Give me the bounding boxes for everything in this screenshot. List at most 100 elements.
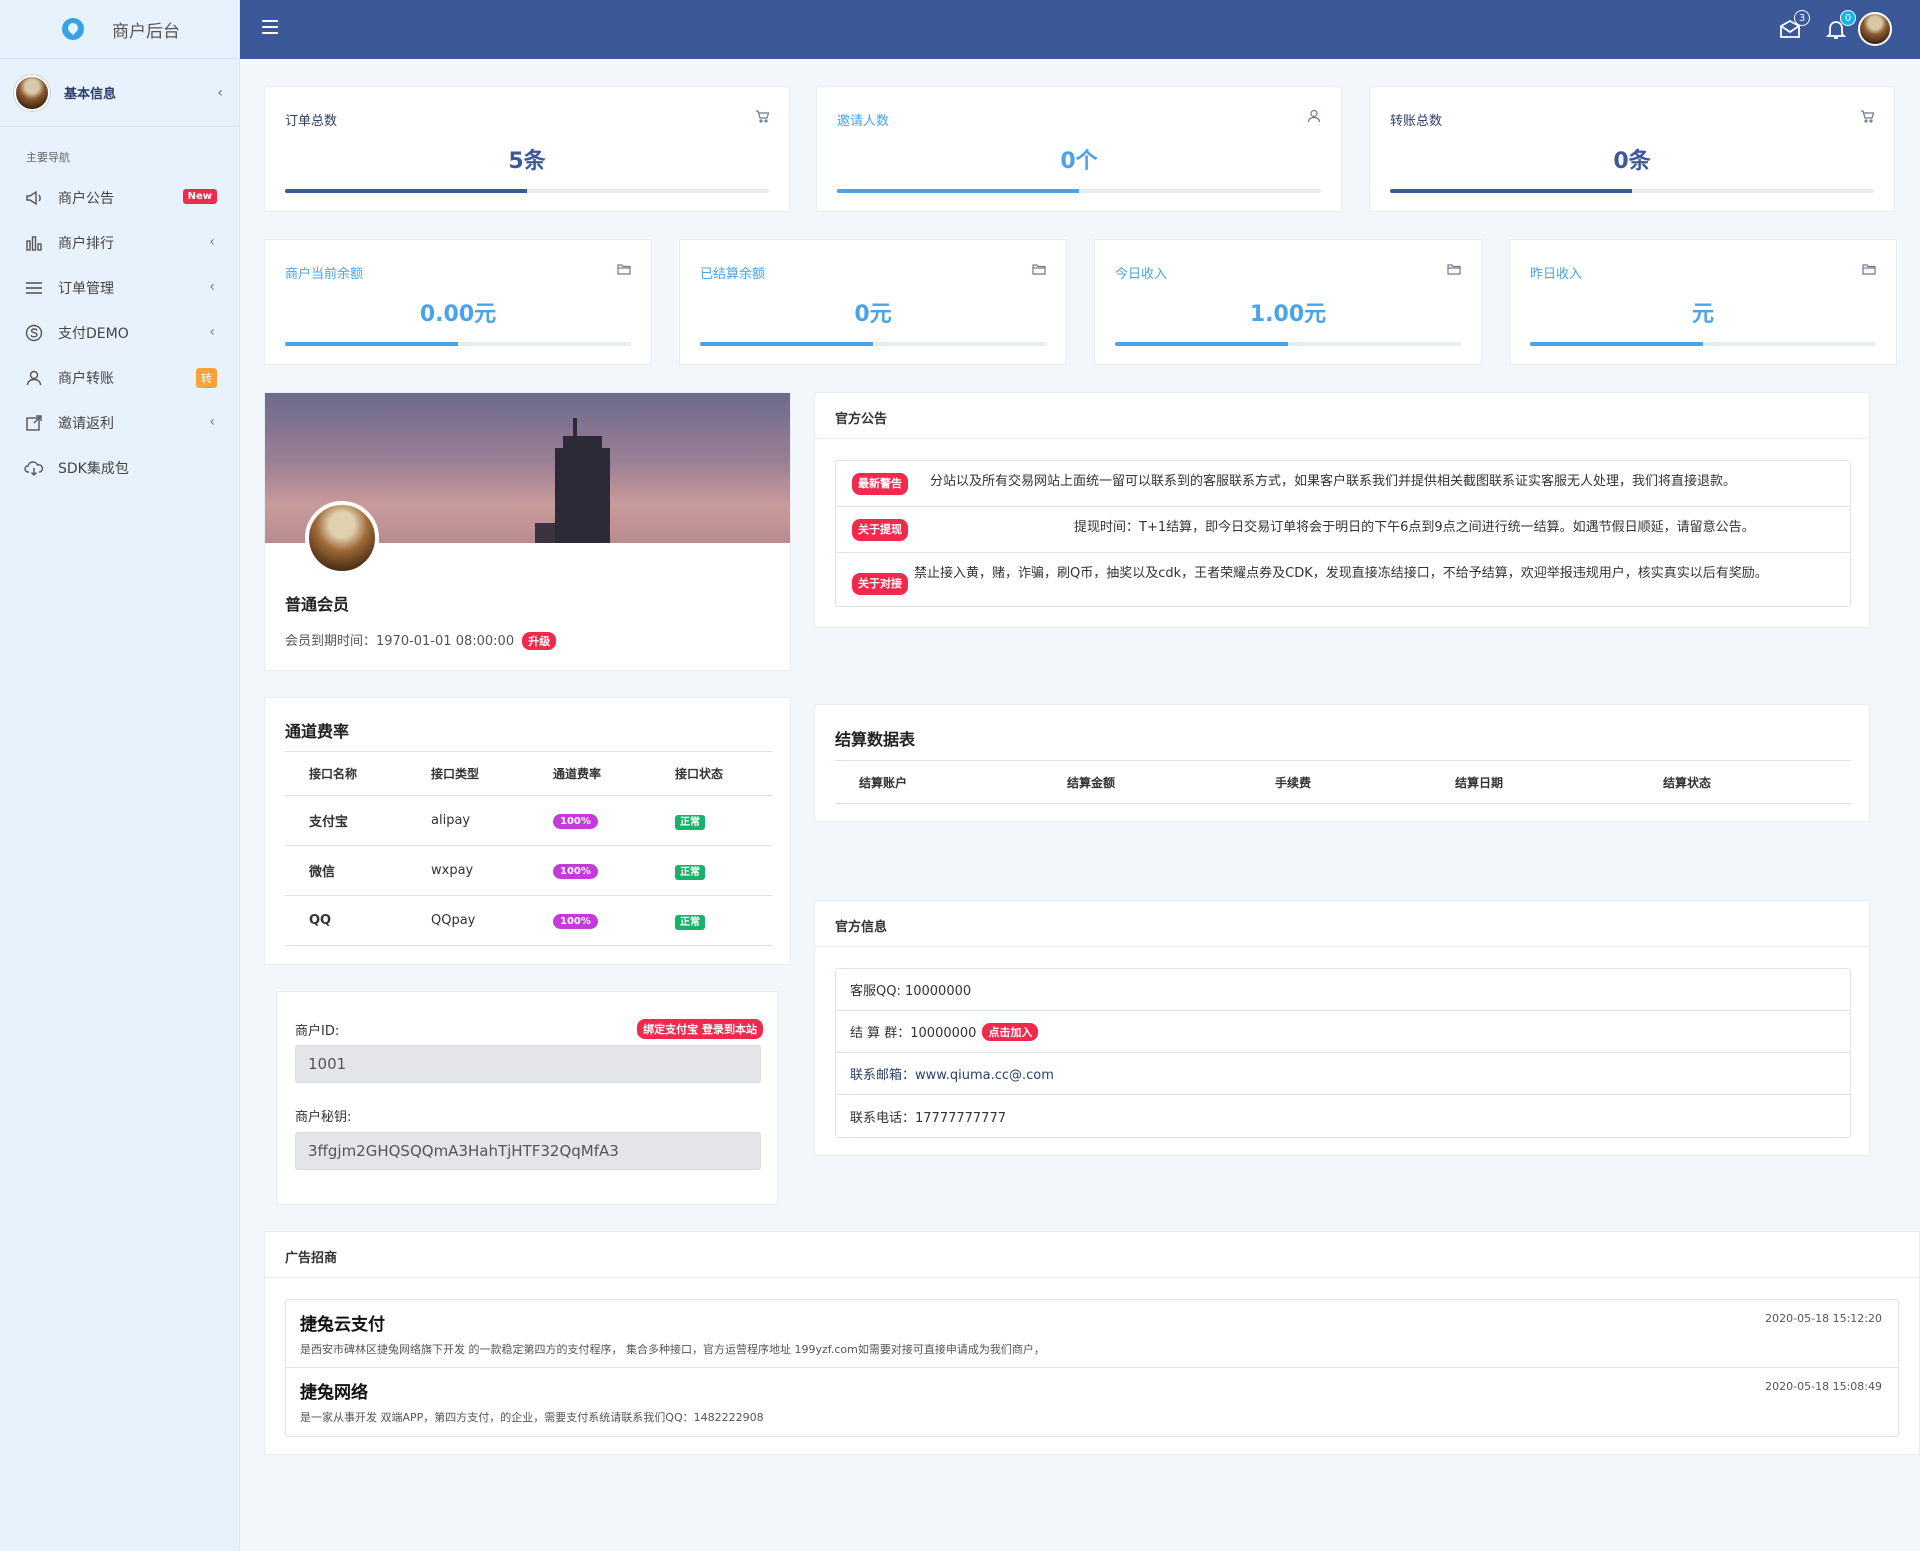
ad-name: 捷兔网络: [300, 1383, 368, 1403]
stat-title: 邀请人数: [837, 114, 890, 129]
progress-fill: [1115, 342, 1288, 346]
expire-label: 会员到期时间：: [285, 634, 377, 649]
stat-value: 0元: [854, 302, 892, 327]
progress-bar: [1390, 189, 1874, 193]
sidebar-item-transfer[interactable]: 商户转账 转: [0, 355, 239, 400]
sidebar-item-label: 邀请返利: [58, 415, 114, 432]
info-text: 联系电话：17777777777: [850, 1110, 1006, 1126]
sidebar: 商户后台 基本信息 ‹ 主要导航 商户公告 New 商户排行 ‹ 订单管理 ‹ …: [0, 0, 240, 1551]
chevron-left-icon: ‹: [209, 279, 215, 295]
stat-card-balance: 商户当前余额 0.00元: [264, 239, 652, 365]
sidebar-item-label: 订单管理: [58, 280, 114, 297]
channel-card: 通道费率 接口名称 接口类型 通道费率 接口状态 支付宝 alipay 100%…: [264, 697, 791, 965]
avatar: [14, 74, 50, 111]
status-badge: 正常: [675, 914, 705, 930]
list-item[interactable]: 捷兔网络 是一家从事开发 双端APP，第四方支付，的企业，需要支付系统请联系我们…: [286, 1368, 1898, 1436]
column-header: 结算金额: [1067, 775, 1116, 790]
merchant-id-field[interactable]: 1001: [295, 1045, 761, 1083]
chevron-left-icon: ‹: [217, 84, 223, 101]
table-row: QQ QQpay 100% 正常: [285, 896, 773, 946]
channel-table: 接口名称 接口类型 通道费率 接口状态 支付宝 alipay 100% 正常 微…: [285, 751, 773, 946]
user-panel[interactable]: 基本信息 ‹: [0, 59, 239, 127]
channel-type: alipay: [431, 813, 471, 828]
bind-alipay-button[interactable]: 绑定支付宝 登录到本站: [637, 1019, 763, 1039]
chevron-left-icon: ‹: [209, 234, 215, 250]
stat-value: 0条: [1613, 149, 1651, 174]
channel-name: QQ: [309, 913, 332, 928]
progress-fill: [700, 342, 873, 346]
mail-icon: [1780, 19, 1800, 38]
progress-bar: [837, 189, 1321, 193]
column-header: 接口名称: [309, 767, 358, 781]
stat-value: 元: [1691, 302, 1714, 327]
list-item[interactable]: 捷兔云支付 是西安市碑林区捷兔网络旗下开发 的一款稳定第四方的支付程序， 集合多…: [286, 1300, 1898, 1368]
ad-desc: 是一家从事开发 双端APP，第四方支付，的企业，需要支付系统请联系我们QQ：14…: [300, 1411, 764, 1424]
sidebar-item-orders[interactable]: 订单管理 ‹: [0, 265, 239, 310]
cart-icon: [756, 110, 769, 123]
skype-icon: [24, 323, 44, 343]
user-name: 基本信息: [64, 87, 117, 102]
megaphone-icon: [24, 188, 44, 208]
stat-card-settled: 已结算余额 0元: [679, 239, 1067, 365]
column-header: 结算状态: [1663, 775, 1712, 790]
notice-card: 官方公告 最新警告 分站以及所有交易网站上面统一留可以联系到的客服联系方式，如果…: [814, 392, 1870, 628]
notice-tag: 关于提现: [852, 519, 908, 541]
merchant-key-field[interactable]: 3ffgjm2GHQSQQmA3HahTjHTF32QqMfA3: [295, 1132, 761, 1170]
stat-title: 今日收入: [1115, 267, 1168, 282]
table-row: 微信 wxpay 100% 正常: [285, 846, 773, 896]
stat-title: 商户当前余额: [285, 267, 364, 282]
bell-icon: [1825, 21, 1847, 39]
settlement-title: 结算数据表: [835, 730, 916, 749]
transfer-badge: 转: [196, 368, 217, 388]
user-icon: [24, 368, 44, 388]
sidebar-item-label: 商户排行: [58, 235, 114, 252]
settlement-table-header: 结算账户 结算金额 手续费 结算日期 结算状态: [835, 760, 1851, 804]
sidebar-item-demo[interactable]: 支付DEMO ‹: [0, 310, 239, 355]
stat-value: 5条: [508, 149, 546, 174]
ad-name: 捷兔云支付: [300, 1315, 385, 1335]
member-level: 普通会员: [285, 595, 350, 614]
chevron-left-icon: ‹: [209, 324, 215, 340]
info-text: 结 算 群：10000000: [850, 1026, 977, 1041]
mail-button[interactable]: 3: [1778, 10, 1810, 41]
progress-bar: [285, 189, 769, 193]
column-header: 结算日期: [1455, 775, 1504, 790]
upgrade-button[interactable]: 升级: [522, 632, 557, 650]
top-avatar[interactable]: [1858, 12, 1892, 46]
ads-card: 广告招商 捷兔云支付 是西安市碑林区捷兔网络旗下开发 的一款稳定第四方的支付程序…: [264, 1231, 1920, 1455]
sidebar-item-label: 支付DEMO: [58, 325, 129, 342]
progress-bar: [285, 342, 631, 346]
stat-card-yesterday: 昨日收入 元: [1509, 239, 1897, 365]
stat-card-transfers: 转账总数 0条: [1369, 86, 1895, 212]
sidebar-item-invite[interactable]: 邀请返利 ‹: [0, 400, 239, 445]
bar-chart-icon: [24, 233, 44, 253]
ad-time: 2020-05-18 15:08:49: [1765, 1380, 1882, 1393]
info-text[interactable]: 联系邮箱：www.qiuma.cc@.com: [850, 1068, 1054, 1083]
sidebar-item-rank[interactable]: 商户排行 ‹: [0, 220, 239, 265]
stat-value: 0个: [1060, 149, 1098, 174]
join-group-button[interactable]: 点击加入: [982, 1022, 1039, 1041]
notice-item: 关于对接 禁止接入黄，赌，诈骗，刷Q币，抽奖以及cdk，王者荣耀点券及CDK，发…: [836, 553, 1850, 606]
sidebar-item-sdk[interactable]: SDK集成包: [0, 445, 239, 490]
folder-icon: [1447, 264, 1461, 275]
brand[interactable]: 商户后台: [0, 0, 239, 59]
cart-icon: [1861, 110, 1874, 123]
info-text: 客服QQ: 10000000: [850, 984, 972, 999]
channel-type: wxpay: [431, 863, 474, 878]
sidebar-item-label: 商户公告: [58, 190, 114, 207]
info-row: 客服QQ: 10000000: [836, 969, 1850, 1011]
stat-title: 订单总数: [285, 114, 338, 129]
merchant-id-label: 商户ID:: [295, 1024, 340, 1039]
sidebar-item-notice[interactable]: 商户公告 New: [0, 175, 239, 220]
progress-fill: [837, 189, 1079, 193]
sidebar-item-label: 商户转账: [58, 370, 114, 387]
logo-icon: [62, 18, 84, 40]
column-header: 手续费: [1275, 775, 1312, 790]
folder-icon: [1862, 264, 1876, 275]
menu-toggle-icon[interactable]: [262, 20, 278, 34]
notice-text: 分站以及所有交易网站上面统一留可以联系到的客服联系方式，如果客户联系我们并提供相…: [930, 474, 1737, 489]
profile-avatar[interactable]: [305, 501, 379, 575]
notification-button[interactable]: 0: [1824, 10, 1856, 41]
progress-bar: [1530, 342, 1876, 346]
notice-text: 禁止接入黄，赌，诈骗，刷Q币，抽奖以及cdk，王者荣耀点券及CDK，发现直接冻结…: [914, 566, 1768, 581]
